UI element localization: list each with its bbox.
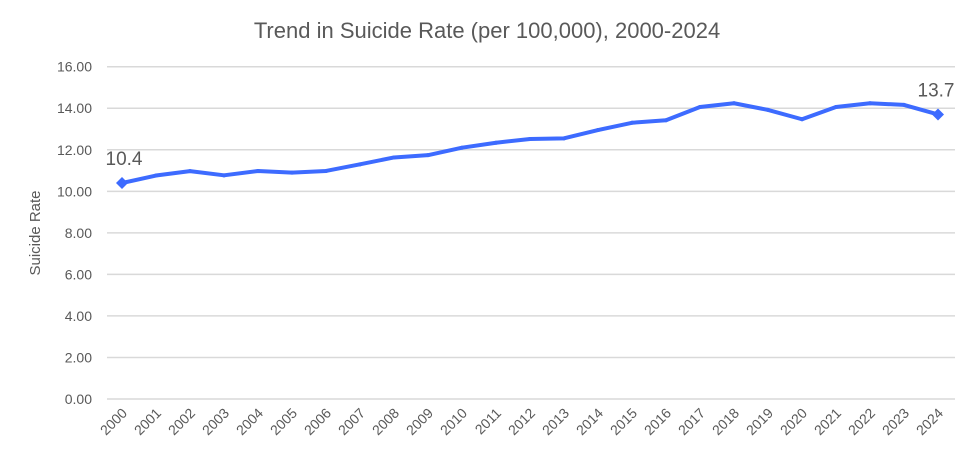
x-tick-label: 2016 [641,405,674,438]
y-tick-label: 0.00 [65,391,92,407]
data-label: 13.7 [918,80,955,101]
data-point [698,104,702,109]
x-tick-label: 2014 [573,405,606,438]
data-point [732,101,736,106]
x-tick-label: 2007 [335,405,368,438]
x-tick-label: 2009 [403,405,436,438]
data-labels: 10.4 13.7 [106,80,955,190]
x-tick-label: 2011 [472,405,505,438]
data-point [562,136,566,141]
series-line [120,101,940,186]
data-marker [116,177,128,190]
x-tick-label: 2019 [743,405,776,438]
data-point [630,120,634,125]
data-point [324,168,328,173]
data-point [766,107,770,112]
data-point [154,173,158,178]
x-tick-label: 2008 [369,405,402,438]
x-tick-label: 2017 [675,405,708,438]
x-tick-label: 2018 [709,405,742,438]
x-tick-label: 2012 [505,405,538,438]
y-tick-label: 16.00 [57,59,92,75]
x-tick-label: 2001 [131,405,164,438]
y-tick-label: 10.00 [57,183,92,199]
series-line-path [121,101,939,185]
x-tick-label: 2020 [777,405,810,438]
x-axis-ticks: 2000 2001 2002 2003 2004 2005 2006 2007 2008 2009… [97,405,946,438]
y-axis-label: Suicide Rate [27,190,44,275]
data-point [868,101,872,106]
data-point [222,173,226,178]
data-point [290,170,294,175]
x-tick-label: 2015 [607,405,640,438]
x-tick-label: 2006 [301,405,334,438]
gridlines [107,65,955,400]
x-tick-label: 2023 [879,405,912,438]
data-point [528,136,532,141]
data-point [494,140,498,145]
data-marker [932,108,944,121]
y-tick-label: 14.00 [57,100,92,116]
chart-title: Trend in Suicide Rate (per 100,000), 200… [254,18,720,43]
y-axis-ticks: 0.00 2.00 4.00 6.00 8.00 10.00 12.00 14.00 16.00 [57,59,92,407]
data-label: 10.4 [106,149,143,170]
data-point [460,145,464,150]
y-tick-label: 2.00 [65,349,92,365]
data-point [426,153,430,158]
x-tick-label: 2003 [199,405,232,438]
x-tick-label: 2022 [845,405,878,438]
x-tick-label: 2024 [913,405,946,438]
y-tick-label: 12.00 [57,142,92,158]
x-tick-label: 2002 [165,405,198,438]
data-point [392,155,396,160]
y-tick-label: 4.00 [65,308,92,324]
data-point [188,169,192,174]
data-point [358,162,362,167]
x-tick-label: 2013 [539,405,572,438]
data-point [664,118,668,123]
y-tick-label: 6.00 [65,266,92,282]
x-tick-label: 2000 [97,405,130,438]
x-tick-label: 2005 [267,405,300,438]
data-point [902,102,906,107]
x-tick-label: 2010 [437,405,470,438]
y-tick-label: 8.00 [65,225,92,241]
data-point [256,168,260,173]
data-point [596,128,600,133]
data-point [834,104,838,109]
x-tick-label: 2004 [233,405,266,438]
x-tick-label: 2021 [811,405,844,438]
data-point [800,117,804,122]
